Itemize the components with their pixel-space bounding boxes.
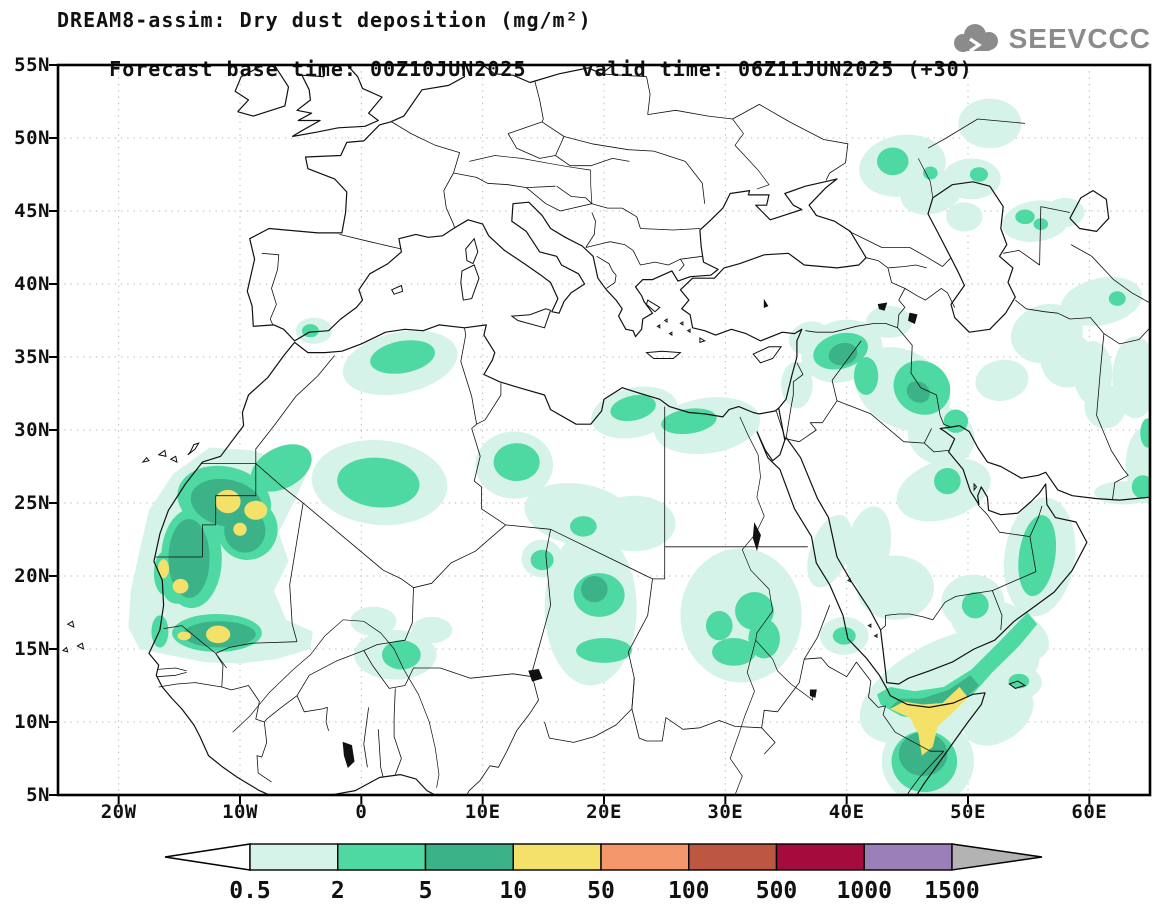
colorbar-segment (249, 843, 339, 871)
lat-tick-label: 55N (14, 54, 50, 76)
colorbar-below-min-arrow (164, 843, 251, 871)
lon-tick-label: 20W (100, 801, 137, 823)
lat-tick-label: 30N (14, 419, 50, 441)
basemap (61, 65, 1150, 795)
axis-ticks (49, 64, 1091, 804)
lat-tick-label: 35N (14, 346, 50, 368)
colorbar-tick-label: 50 (587, 878, 615, 904)
colorbar-tick-label: 100 (668, 878, 710, 904)
valid-time-label: valid time: 06Z11JUN2025 (+30) (581, 57, 973, 81)
colorbar-segment (863, 843, 953, 871)
colorbar-segment (512, 843, 602, 871)
lon-tick-label: 60E (1071, 801, 1108, 823)
lat-tick-label: 5N (26, 784, 50, 806)
lat-tick-label: 15N (14, 638, 50, 660)
seevccc-logo: SEEVCCC (949, 22, 1151, 56)
lat-tick-label: 45N (14, 200, 50, 222)
colorbar-segment (337, 843, 427, 871)
lon-tick-label: 50E (950, 801, 986, 823)
lon-tick-label: 10W (222, 801, 258, 823)
colorbar-tick-label: 5 (419, 878, 433, 904)
logo-text: SEEVCCC (1008, 23, 1151, 54)
forecast-base-time-label: Forecast base time: 00Z10JUN2025 (109, 57, 527, 81)
colorbar-segment (424, 843, 514, 871)
lon-tick-label: 30E (707, 801, 744, 823)
lat-tick-label: 50N (14, 127, 50, 149)
chart-title: DREAM8-assim: Dry dust deposition (mg/m²… (57, 8, 592, 32)
dust-deposition-shading (128, 98, 1150, 795)
colorbar-tick-label: 2 (331, 878, 345, 904)
map-frame (56, 63, 1152, 797)
colorbar-segment (775, 843, 865, 871)
lon-tick-label: 20E (586, 801, 622, 823)
map-canvas (49, 63, 1152, 804)
lat-tick-label: 40N (14, 273, 50, 295)
colorbar-above-max-arrow (951, 843, 1043, 871)
lon-tick-label: 40E (828, 801, 865, 823)
chart-subtitle: Forecast base time: 00Z10JUN2025 valid ti… (57, 33, 973, 105)
colorbar-tick-label: 1500 (924, 878, 979, 904)
colorbar-tick-label: 500 (756, 878, 798, 904)
colorbar-tick-label: 10 (499, 878, 527, 904)
colorbar: 0.5 2 5 10 50 100 500 1000 1500 (164, 843, 1043, 904)
colorbar-tick-label: 0.5 (229, 878, 271, 904)
cloud-logo-icon (953, 24, 998, 53)
lat-tick-label: 10N (14, 711, 50, 733)
lat-tick-label: 25N (14, 492, 50, 514)
lat-tick-label: 20N (14, 565, 50, 587)
lon-tick-label: 0 (355, 801, 368, 823)
colorbar-segment (600, 843, 690, 871)
colorbar-tick-label: 1000 (837, 878, 892, 904)
colorbar-segment (688, 843, 778, 871)
lon-tick-label: 10E (464, 801, 501, 823)
